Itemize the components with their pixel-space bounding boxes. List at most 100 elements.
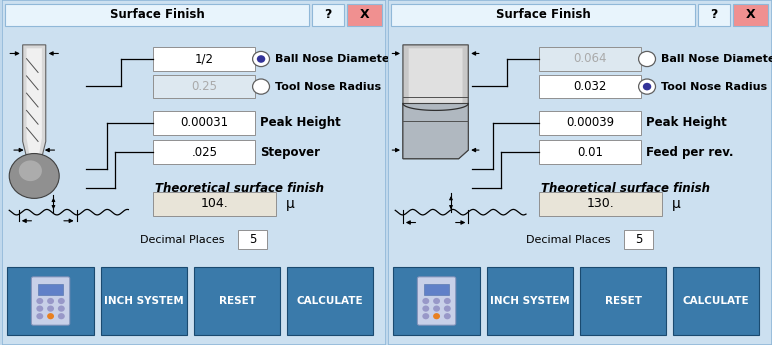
- Text: 130.: 130.: [587, 197, 615, 210]
- Circle shape: [433, 298, 440, 304]
- FancyBboxPatch shape: [38, 284, 63, 295]
- Text: 0.25: 0.25: [191, 80, 218, 93]
- Text: CALCULATE: CALCULATE: [296, 296, 364, 306]
- FancyBboxPatch shape: [347, 4, 382, 26]
- FancyBboxPatch shape: [194, 267, 280, 335]
- Text: X: X: [360, 8, 369, 21]
- FancyBboxPatch shape: [154, 140, 256, 164]
- Text: ?: ?: [710, 8, 718, 21]
- Circle shape: [47, 306, 54, 312]
- Circle shape: [433, 313, 440, 319]
- FancyBboxPatch shape: [5, 4, 309, 26]
- Text: INCH SYSTEM: INCH SYSTEM: [490, 296, 570, 306]
- FancyBboxPatch shape: [388, 0, 772, 345]
- Text: 5: 5: [635, 233, 642, 246]
- Circle shape: [422, 298, 429, 304]
- FancyBboxPatch shape: [7, 267, 94, 335]
- Circle shape: [47, 298, 54, 304]
- FancyBboxPatch shape: [418, 277, 455, 325]
- Text: Ball Nose Diameter: Ball Nose Diameter: [275, 54, 394, 64]
- Circle shape: [444, 298, 451, 304]
- FancyBboxPatch shape: [540, 47, 642, 71]
- Circle shape: [58, 313, 65, 319]
- Text: Theoretical surface finish: Theoretical surface finish: [541, 181, 710, 195]
- FancyBboxPatch shape: [100, 267, 188, 335]
- Circle shape: [9, 154, 59, 198]
- Text: 5: 5: [249, 233, 256, 246]
- FancyBboxPatch shape: [312, 4, 344, 26]
- Text: Peak Height: Peak Height: [260, 116, 340, 129]
- Text: Tool Nose Radius: Tool Nose Radius: [661, 82, 767, 91]
- FancyBboxPatch shape: [733, 4, 768, 26]
- FancyBboxPatch shape: [154, 111, 256, 135]
- FancyBboxPatch shape: [238, 230, 267, 249]
- Text: 0.01: 0.01: [577, 146, 604, 159]
- Text: INCH SYSTEM: INCH SYSTEM: [104, 296, 184, 306]
- Circle shape: [444, 313, 451, 319]
- FancyBboxPatch shape: [540, 140, 642, 164]
- Text: 104.: 104.: [201, 197, 229, 210]
- Text: μ: μ: [286, 197, 295, 211]
- Text: Surface Finish: Surface Finish: [496, 8, 591, 21]
- Circle shape: [58, 306, 65, 312]
- Text: CALCULATE: CALCULATE: [682, 296, 750, 306]
- FancyBboxPatch shape: [624, 230, 653, 249]
- Circle shape: [58, 298, 65, 304]
- Text: Decimal Places: Decimal Places: [140, 235, 225, 245]
- Text: 0.00031: 0.00031: [181, 116, 229, 129]
- Polygon shape: [403, 45, 469, 159]
- Text: Feed per rev.: Feed per rev.: [646, 146, 733, 159]
- Circle shape: [638, 51, 655, 67]
- Polygon shape: [22, 45, 46, 157]
- Circle shape: [19, 160, 42, 181]
- Circle shape: [36, 313, 43, 319]
- Circle shape: [47, 313, 54, 319]
- Circle shape: [252, 51, 269, 67]
- FancyBboxPatch shape: [540, 192, 662, 216]
- Circle shape: [257, 55, 266, 63]
- Text: Decimal Places: Decimal Places: [526, 235, 611, 245]
- Text: Stepover: Stepover: [260, 146, 320, 159]
- FancyBboxPatch shape: [391, 4, 695, 26]
- Circle shape: [36, 306, 43, 312]
- Text: Surface Finish: Surface Finish: [110, 8, 205, 21]
- FancyBboxPatch shape: [154, 47, 256, 71]
- Polygon shape: [26, 48, 42, 154]
- Circle shape: [422, 313, 429, 319]
- Circle shape: [643, 83, 652, 90]
- Text: RESET: RESET: [604, 296, 642, 306]
- Circle shape: [252, 79, 269, 94]
- Text: Peak Height: Peak Height: [646, 116, 726, 129]
- Text: Ball Nose Diameter: Ball Nose Diameter: [661, 54, 772, 64]
- FancyBboxPatch shape: [580, 267, 666, 335]
- Circle shape: [433, 306, 440, 312]
- FancyBboxPatch shape: [154, 192, 276, 216]
- FancyBboxPatch shape: [32, 277, 69, 325]
- Text: μ: μ: [672, 197, 681, 211]
- FancyBboxPatch shape: [287, 267, 374, 335]
- FancyBboxPatch shape: [154, 75, 256, 98]
- Text: 0.032: 0.032: [574, 80, 607, 93]
- Text: 0.00039: 0.00039: [567, 116, 615, 129]
- Text: Tool Nose Radius: Tool Nose Radius: [275, 82, 381, 91]
- Text: 0.064: 0.064: [574, 52, 607, 66]
- FancyBboxPatch shape: [393, 267, 480, 335]
- Circle shape: [422, 306, 429, 312]
- Text: RESET: RESET: [218, 296, 256, 306]
- FancyBboxPatch shape: [698, 4, 730, 26]
- Text: .025: .025: [191, 146, 218, 159]
- Circle shape: [36, 298, 43, 304]
- Text: ?: ?: [324, 8, 332, 21]
- Polygon shape: [403, 104, 469, 159]
- FancyBboxPatch shape: [2, 0, 386, 345]
- Polygon shape: [408, 48, 462, 155]
- Text: 1/2: 1/2: [195, 52, 214, 66]
- Circle shape: [638, 79, 655, 94]
- FancyBboxPatch shape: [424, 284, 449, 295]
- FancyBboxPatch shape: [540, 75, 642, 98]
- Circle shape: [444, 306, 451, 312]
- Text: Theoretical surface finish: Theoretical surface finish: [155, 181, 324, 195]
- FancyBboxPatch shape: [486, 267, 574, 335]
- FancyBboxPatch shape: [673, 267, 760, 335]
- FancyBboxPatch shape: [540, 111, 642, 135]
